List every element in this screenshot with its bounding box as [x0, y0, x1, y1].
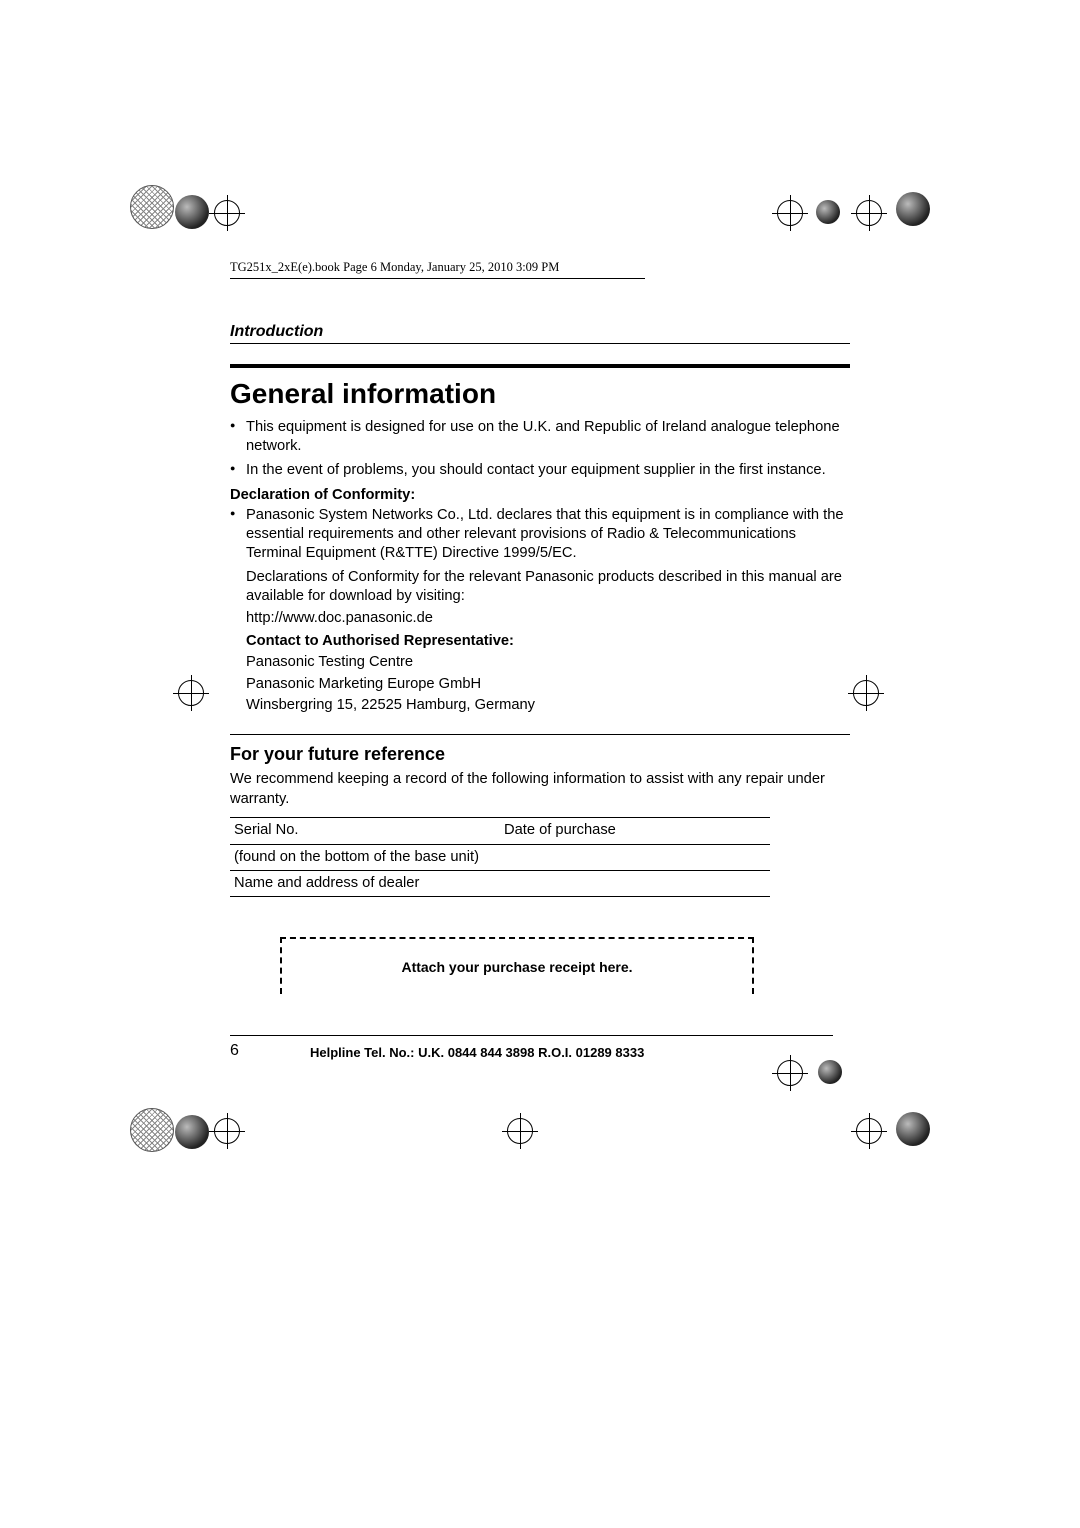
crop-ball-tr	[816, 200, 840, 224]
crop-hatch-tl	[130, 185, 174, 229]
crop-ball-br1	[818, 1060, 842, 1084]
crop-ball-tl	[175, 195, 209, 229]
crop-reg-tr2	[856, 200, 882, 226]
doc-url: http://www.doc.panasonic.de	[230, 609, 850, 628]
crop-reg-bc	[507, 1118, 533, 1144]
table-serial-note: (found on the bottom of the base unit)	[230, 844, 770, 870]
table-serial-label: Serial No.	[230, 818, 500, 844]
page-title: General information	[230, 378, 850, 410]
crop-reg-bl	[214, 1118, 240, 1144]
page-number: 6	[230, 1042, 239, 1060]
book-header: TG251x_2xE(e).book Page 6 Monday, Januar…	[230, 260, 645, 279]
footer-rule	[230, 1035, 833, 1036]
contact-line-2: Panasonic Marketing Europe GmbH	[230, 675, 850, 694]
doc-bullet: Panasonic System Networks Co., Ltd. decl…	[230, 506, 850, 564]
crop-ball-br2	[896, 1112, 930, 1146]
page-content: TG251x_2xE(e).book Page 6 Monday, Januar…	[230, 260, 850, 994]
doc-para: Declarations of Conformity for the relev…	[230, 568, 850, 607]
crop-ball-bl	[175, 1115, 209, 1149]
crop-reg-tr1	[777, 200, 803, 226]
body: This equipment is designed for use on th…	[230, 418, 850, 994]
crop-reg-mr	[853, 680, 879, 706]
contact-line-1: Panasonic Testing Centre	[230, 653, 850, 672]
crop-reg-tl	[214, 200, 240, 226]
contact-heading: Contact to Authorised Representative:	[230, 632, 850, 651]
doc-heading: Declaration of Conformity:	[230, 486, 850, 505]
crop-reg-ml	[178, 680, 204, 706]
heavy-rule	[230, 364, 850, 368]
crop-reg-br1	[777, 1060, 803, 1086]
crop-reg-br2	[856, 1118, 882, 1144]
future-heading: For your future reference	[230, 743, 850, 767]
table-dealer-label: Name and address of dealer	[230, 871, 770, 897]
section-label: Introduction	[230, 323, 850, 344]
crop-ball-tr2	[896, 192, 930, 226]
reference-table: Serial No. Date of purchase (found on th…	[230, 817, 770, 897]
table-date-label: Date of purchase	[500, 818, 770, 844]
helpline-text: Helpline Tel. No.: U.K. 0844 844 3898 R.…	[310, 1045, 644, 1060]
bullet-2: In the event of problems, you should con…	[230, 461, 850, 480]
future-para: We recommend keeping a record of the fol…	[230, 770, 850, 809]
contact-line-3: Winsbergring 15, 22525 Hamburg, Germany	[230, 696, 850, 715]
crop-hatch-bl	[130, 1108, 174, 1152]
thin-rule	[230, 734, 850, 735]
bullet-1: This equipment is designed for use on th…	[230, 418, 850, 457]
receipt-label: Attach your purchase receipt here.	[401, 958, 632, 976]
receipt-box: Attach your purchase receipt here.	[280, 937, 754, 994]
